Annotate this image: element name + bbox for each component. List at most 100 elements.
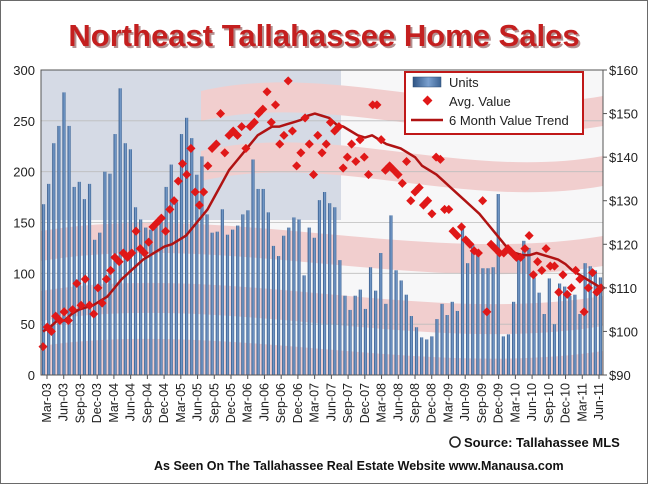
units-bar	[256, 188, 260, 375]
legend-avg-value-label: Avg. Value	[449, 94, 511, 109]
units-bar	[486, 268, 490, 375]
x-tick-label: Dec-09	[492, 383, 506, 423]
avg-value-point	[203, 161, 213, 171]
y-left-tick-label: 100	[13, 266, 35, 281]
avg-value-point	[76, 300, 86, 310]
avg-value-point	[97, 298, 107, 308]
avg-value-point	[313, 130, 323, 140]
units-bar	[435, 319, 439, 375]
avg-value-point	[359, 152, 369, 162]
x-tick-label: Mar-08	[375, 383, 389, 423]
avg-value-point	[211, 139, 221, 149]
avg-value-point	[266, 117, 276, 127]
units-bar	[236, 225, 240, 375]
y-right-tick-label: $120	[609, 237, 638, 252]
units-bar	[41, 204, 46, 375]
avg-value-point	[232, 130, 242, 140]
units-bar	[547, 278, 551, 375]
plot-area-border	[40, 69, 604, 376]
units-bar	[445, 315, 449, 375]
units-bar	[517, 258, 521, 375]
units-bar	[185, 117, 189, 375]
x-tick-label: Jun-06	[257, 383, 271, 421]
chart-title-shadow: Northeast Tallahassee Home Sales	[70, 20, 581, 55]
units-bar	[491, 267, 495, 375]
avg-value-point	[262, 87, 272, 97]
avg-value-point	[186, 143, 196, 153]
units-bar	[563, 286, 567, 375]
units-bar	[225, 234, 230, 375]
avg-value-point	[156, 213, 166, 223]
units-bar	[190, 138, 194, 375]
avg-value-point	[127, 248, 137, 258]
units-bar	[287, 227, 291, 375]
copyright-icon	[449, 436, 461, 448]
y-axis-right-ticks: $90 $100 $110 $120 $130 $140 $150 $160	[603, 63, 638, 383]
avg-value-point	[300, 113, 310, 123]
avg-value-point	[93, 283, 103, 293]
avg-value-point	[139, 248, 149, 258]
y-axis-left-ticks: 0 50 100 150 200 250 300	[13, 63, 35, 383]
units-bar	[215, 231, 219, 375]
units-bar	[414, 327, 419, 375]
units-bar	[139, 219, 143, 375]
y-right-tick-label: $100	[609, 324, 638, 339]
avg-value-point	[520, 244, 530, 254]
units-bar	[568, 295, 572, 375]
units-bar	[103, 171, 107, 375]
source-text: Source: Tallahassee MLS	[464, 435, 620, 450]
avg-value-point	[423, 196, 433, 206]
units-bar	[455, 310, 459, 375]
x-tick-label: Jun-09	[458, 383, 472, 421]
units-bar	[87, 183, 92, 375]
y-right-tick-label: $140	[609, 150, 638, 165]
units-bar	[506, 334, 511, 375]
units-bar	[312, 237, 316, 375]
units-bar	[578, 314, 582, 375]
x-tick-label: Sep-10	[542, 383, 556, 423]
avg-value-point	[237, 122, 247, 132]
avg-value-point	[101, 274, 111, 284]
avg-value-point	[249, 117, 259, 127]
units-bar	[251, 159, 255, 375]
y-left-tick-label: 250	[13, 114, 35, 129]
avg-value-point	[144, 237, 154, 247]
units-bar	[164, 186, 168, 375]
x-tick-label: Dec-03	[90, 383, 104, 423]
units-bar	[276, 256, 281, 375]
x-tick-label: Mar-11	[575, 383, 589, 422]
units-bar	[353, 295, 357, 375]
units-bar	[246, 210, 250, 375]
units-bar	[522, 240, 526, 375]
avg-value-point	[406, 196, 416, 206]
units-bar	[404, 294, 408, 375]
x-tick-label: Mar-06	[241, 383, 255, 423]
x-tick-label: Jun-04	[124, 383, 138, 421]
units-bar	[144, 227, 148, 375]
units-bar	[317, 200, 322, 375]
units-bar	[205, 214, 209, 375]
units-bar	[179, 134, 184, 375]
units-bar	[557, 283, 562, 375]
avg-value-point	[347, 139, 357, 149]
units-bar	[210, 232, 214, 375]
avg-value-point	[296, 148, 306, 158]
avg-value-point	[516, 252, 526, 262]
avg-value-point	[355, 135, 365, 145]
units-bar	[47, 183, 51, 375]
avg-value-point	[452, 231, 462, 241]
legend-units-swatch	[412, 76, 442, 88]
units-bar	[358, 289, 362, 375]
units-bar	[384, 303, 388, 375]
units-bar	[363, 308, 368, 375]
units-bar	[328, 203, 332, 375]
x-tick-label: Mar-04	[107, 383, 121, 423]
units-bar	[389, 215, 393, 375]
units-bar	[343, 295, 347, 375]
units-bar	[322, 192, 327, 375]
units-bar	[174, 202, 178, 375]
avg-value-point	[241, 143, 251, 153]
x-tick-label: Sep-08	[408, 383, 422, 423]
units-bar	[542, 314, 546, 375]
x-tick-label: Sep-07	[341, 383, 355, 423]
